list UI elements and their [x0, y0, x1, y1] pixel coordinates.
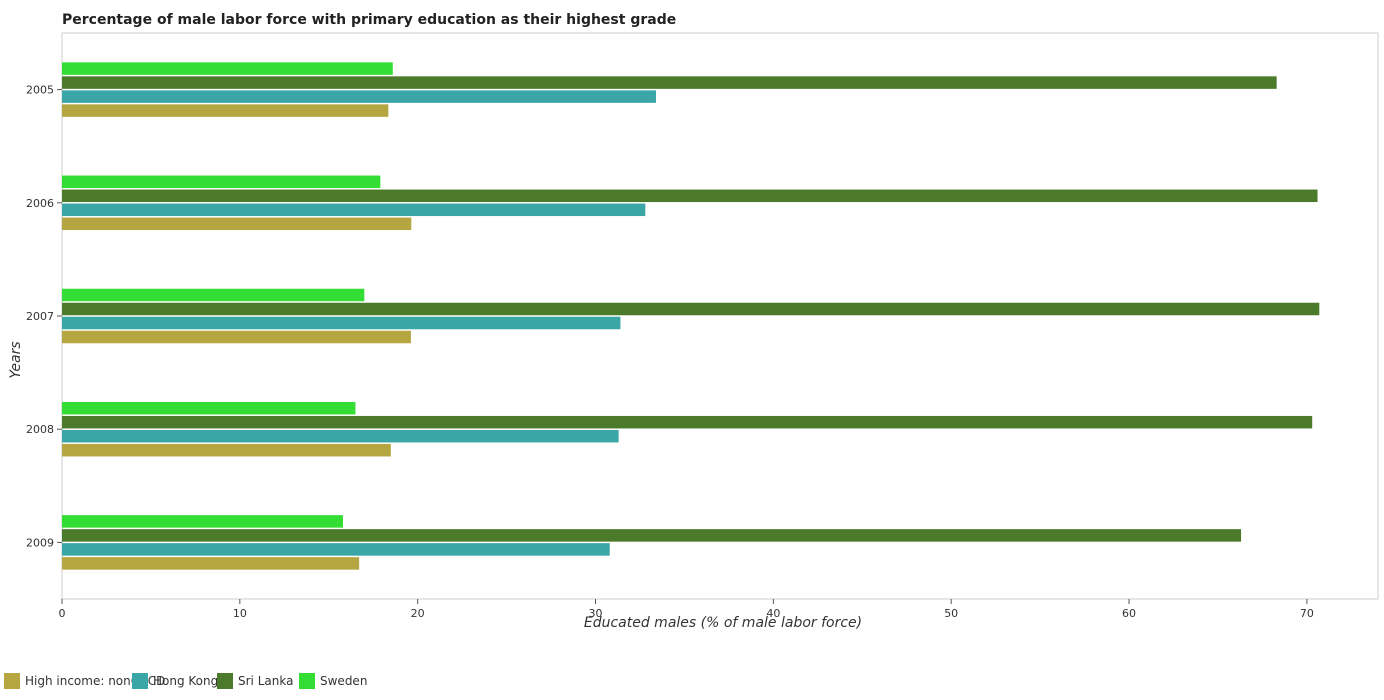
bar-2007-0	[62, 330, 411, 344]
y-tick-label: 2009	[26, 536, 54, 549]
legend-label: High income: nonOECD	[25, 674, 165, 688]
y-axis-label: Years	[8, 341, 24, 378]
y-tick-label: 2006	[26, 197, 54, 210]
bar-2005-0	[62, 104, 389, 117]
y-tick-label: 2005	[26, 84, 54, 97]
bars	[62, 62, 1320, 570]
legend-label: Hong Kong	[153, 674, 218, 688]
plot-area	[61, 32, 1379, 600]
y-tick-label: 2007	[26, 310, 54, 323]
x-tick-label: 60	[1122, 607, 1136, 620]
bar-2007-2	[62, 302, 1320, 316]
plot-frame	[61, 32, 1379, 600]
x-tick-label: 20	[411, 607, 425, 620]
bar-2006-3	[62, 175, 381, 189]
bar-2006-0	[62, 217, 412, 231]
bar-2008-2	[62, 415, 1313, 429]
x-tick-label: 40	[766, 607, 780, 620]
y-axis: 2005 2006 2007 2008 2009	[26, 84, 62, 549]
x-tick-label: 0	[59, 607, 66, 620]
bar-2009-0	[62, 557, 360, 570]
legend-swatch	[4, 673, 20, 689]
bar-2009-3	[62, 515, 343, 528]
bar-2005-3	[62, 62, 393, 75]
bar-2008-1	[62, 429, 619, 443]
bar-2009-1	[62, 543, 610, 556]
bar-2008-3	[62, 401, 356, 415]
legend-label: Sweden	[320, 674, 367, 688]
legend-label: Sri Lanka	[238, 674, 293, 688]
bar-2006-1	[62, 203, 646, 217]
bar-2008-0	[62, 443, 391, 457]
x-tick-label: 10	[233, 607, 247, 620]
x-axis: 0 10 20 30 40 50 60 70	[59, 599, 1314, 620]
bar-2006-2	[62, 189, 1318, 203]
x-tick-label: 70	[1300, 607, 1314, 620]
y-tick-label: 2008	[26, 423, 54, 436]
x-tick-label: 30	[589, 607, 603, 620]
bar-2007-1	[62, 316, 621, 330]
bar-2007-3	[62, 288, 365, 302]
chart-title: Percentage of male labor force with prim…	[62, 12, 676, 28]
legend-swatch	[132, 673, 148, 689]
x-axis-label: Educated males (% of male labor force)	[584, 615, 862, 631]
legend-swatch	[217, 673, 233, 689]
x-tick-label: 50	[944, 607, 958, 620]
bar-2009-2	[62, 529, 1242, 542]
bar-2005-2	[62, 76, 1277, 89]
bar-2005-1	[62, 90, 656, 103]
legend-swatch	[299, 673, 315, 689]
